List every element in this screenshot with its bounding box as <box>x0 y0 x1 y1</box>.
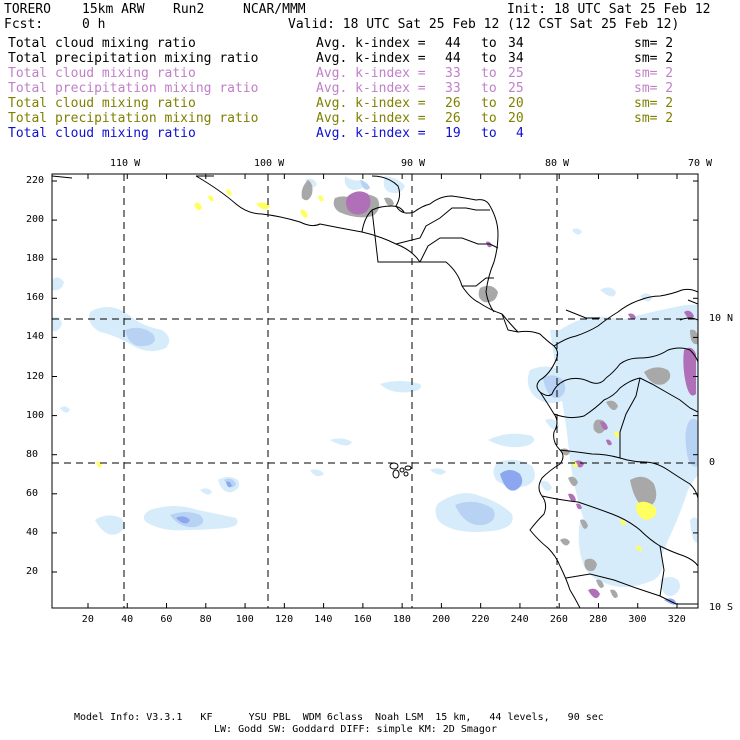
y-tick-label: 200 <box>26 214 45 226</box>
legend-sm: sm= 2 <box>634 36 674 51</box>
legend-sm: sm= 2 <box>634 81 674 96</box>
legend-to-word: to <box>481 36 497 51</box>
legend-field: Total cloud mixing ratio <box>8 36 196 51</box>
x-tick-label: 220 <box>471 614 490 625</box>
legend-to-word: to <box>481 51 497 66</box>
x-tick-label: 260 <box>549 614 568 625</box>
legend-index-label: Avg. k-index = <box>316 111 426 126</box>
legend-to-word: to <box>481 96 497 111</box>
lat-label-0: 0 <box>709 457 716 468</box>
lon-label-80w: 80 W <box>545 158 570 169</box>
lon-label-90w: 90 W <box>401 158 426 169</box>
y-tick-label: 80 <box>26 448 39 460</box>
dense-cloud-fields <box>176 470 676 605</box>
x-tick-label: 140 <box>314 614 333 625</box>
legend-to-word: to <box>481 111 497 126</box>
legend-to: 20 <box>508 111 524 126</box>
legend-to: 25 <box>508 66 524 81</box>
x-tick-label: 40 <box>121 614 134 625</box>
y-tick-label: 120 <box>26 370 45 382</box>
run-label: Run2 <box>173 2 205 17</box>
legend-field: Total cloud mixing ratio <box>8 66 196 81</box>
legend-from: 44 <box>445 51 461 66</box>
legend-field: Total cloud mixing ratio <box>8 96 196 111</box>
legend-from: 26 <box>445 96 461 111</box>
legend-index-label: Avg. k-index = <box>316 96 426 111</box>
lat-label-10n: 10 N <box>709 313 734 324</box>
legend-from: 33 <box>445 81 461 96</box>
lat-lon-grid <box>52 174 698 608</box>
x-tick-label: 320 <box>667 614 686 625</box>
legend-sm: sm= 2 <box>634 66 674 81</box>
y-tick-label: 100 <box>26 409 45 421</box>
x-tick-label: 20 <box>81 614 94 625</box>
model-name: TORERO <box>4 2 51 17</box>
y-tick-label: 220 <box>26 175 45 186</box>
physics-info-line: LW: Godd SW: Goddard DIFF: simple KM: 2D… <box>214 724 497 735</box>
legend-from: 19 <box>445 126 461 141</box>
y-tick-label: 140 <box>26 331 45 343</box>
x-tick-label: 80 <box>199 614 212 625</box>
legend-to: 20 <box>508 96 524 111</box>
legend-sm: sm= 2 <box>634 96 674 111</box>
x-tick-label: 200 <box>432 614 451 625</box>
legend-to: 4 <box>516 126 524 141</box>
init-time: Init: 18 UTC Sat 25 Feb 12 <box>507 2 711 17</box>
lon-label-70w: 70 W <box>688 158 713 169</box>
x-tick-label: 240 <box>510 614 529 625</box>
legend-sm: sm= 2 <box>634 111 674 126</box>
resolution-label: 15km ARW <box>82 2 145 17</box>
legend-index-label: Avg. k-index = <box>316 51 426 66</box>
y-tick-label: 40 <box>26 526 39 538</box>
legend-field: Total precipitation mixing ratio <box>8 81 259 96</box>
axis-ticks <box>52 174 698 608</box>
y-tick-label: 160 <box>26 292 45 304</box>
legend-from: 33 <box>445 66 461 81</box>
lon-label-100w: 100 W <box>254 158 285 169</box>
legend-index-label: Avg. k-index = <box>316 81 426 96</box>
model-info-line: Model Info: V3.3.1 KF YSU PBL WDM 6class… <box>74 712 604 723</box>
lat-label-10s: 10 S <box>709 602 734 613</box>
legend-sm: sm= 2 <box>634 51 674 66</box>
legend-from: 44 <box>445 36 461 51</box>
y-tick-label: 180 <box>26 253 45 265</box>
legend-field: Total cloud mixing ratio <box>8 126 196 141</box>
galapagos-islands <box>389 462 412 479</box>
legend-index-label: Avg. k-index = <box>316 66 426 81</box>
legend-to-word: to <box>481 66 497 81</box>
legend-field: Total precipitation mixing ratio <box>8 51 259 66</box>
purple-precip-fields <box>346 191 696 599</box>
organization-label: NCAR/MMM <box>243 2 306 17</box>
legend-index-label: Avg. k-index = <box>316 36 426 51</box>
legend-to-word: to <box>481 81 497 96</box>
legend-index-label: Avg. k-index = <box>316 126 426 141</box>
coastlines <box>52 175 698 608</box>
legend-to-word: to <box>481 126 497 141</box>
legend-to: 34 <box>508 36 524 51</box>
x-tick-label: 160 <box>353 614 372 625</box>
plot-frame <box>51 173 699 609</box>
x-tick-label: 180 <box>392 614 411 625</box>
lon-label-110w: 110 W <box>110 158 141 169</box>
legend-from: 26 <box>445 111 461 126</box>
y-tick-label: 60 <box>26 487 39 499</box>
x-tick-label: 280 <box>589 614 608 625</box>
valid-time: Valid: 18 UTC Sat 25 Feb 12 (12 CST Sat … <box>288 17 680 32</box>
forecast-label: Fcst: <box>4 17 44 32</box>
legend-to: 25 <box>508 81 524 96</box>
x-tick-label: 120 <box>275 614 294 625</box>
x-tick-label: 100 <box>235 614 254 625</box>
legend-field: Total precipitation mixing ratio <box>8 111 259 126</box>
x-tick-label: 60 <box>160 614 173 625</box>
x-tick-label: 300 <box>628 614 647 625</box>
legend-to: 34 <box>508 51 524 66</box>
y-tick-label: 20 <box>26 566 39 577</box>
forecast-value: 0 h <box>82 17 106 32</box>
